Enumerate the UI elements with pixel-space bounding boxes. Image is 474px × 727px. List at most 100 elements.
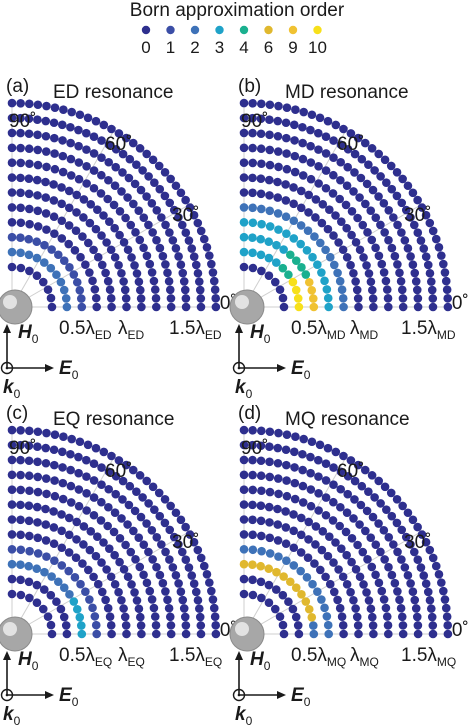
data-point [278,620,288,630]
data-point [107,124,116,134]
data-point [308,621,318,630]
data-point [179,277,189,286]
data-point [239,545,249,554]
data-point [181,555,191,565]
data-point [368,621,378,630]
data-point [7,143,17,153]
data-point [356,173,366,183]
data-point [338,294,348,303]
data-point [102,238,111,247]
radial-label: 0.5λMD [291,318,346,342]
data-point [93,579,103,589]
data-point [360,138,370,148]
data-point [97,497,106,507]
data-point [114,456,124,465]
data-point [338,621,348,630]
data-point [281,445,291,455]
data-point [362,506,372,516]
data-point [239,113,249,123]
data-point [82,145,91,154]
data-point [264,253,274,263]
data-point [306,158,316,167]
data-point [256,501,266,511]
data-point [131,555,140,564]
data-point [168,563,178,572]
data-point [343,471,353,481]
data-point [96,189,106,198]
data-point [355,245,365,255]
data-point [105,612,115,622]
data-point [132,487,141,496]
data-point [196,621,206,630]
data-point [298,171,308,180]
data-point [439,259,448,269]
data-point [342,508,352,517]
data-point [7,574,17,584]
scatterer-sphere [0,616,33,652]
data-point [371,243,380,253]
data-point [413,555,423,565]
data-point [16,188,25,198]
data-point [381,603,391,613]
data-point [210,612,220,622]
data-point [281,118,291,128]
data-point [423,587,433,597]
data-point [313,455,323,465]
data-point [106,621,116,630]
data-point [50,460,59,470]
data-point [297,263,306,272]
legend-label-4: 4 [239,38,248,57]
data-point [145,259,155,269]
h-axis-arrow [3,651,11,660]
data-point [152,302,161,312]
data-point [256,441,266,451]
data-point [265,518,274,527]
data-point [205,251,214,260]
data-point [189,210,199,220]
data-point [115,207,125,216]
data-point [86,200,96,209]
data-point [82,489,91,498]
data-point [50,430,60,439]
data-point [25,159,34,169]
data-point [304,517,314,527]
data-point [49,118,59,128]
data-point [16,218,26,228]
data-point [371,570,380,580]
data-point [193,595,203,605]
data-point [64,239,73,249]
data-point [239,188,249,197]
data-point [124,173,134,183]
data-point [289,447,299,457]
data-point [59,105,68,114]
legend-marker-4 [239,25,249,35]
data-point [324,302,334,312]
data-point [400,563,410,572]
data-point [329,170,338,180]
data-point [256,189,266,199]
data-point [398,629,408,639]
panel-b: (b) MD resonance 90˚ 60˚ 30˚ 0˚ 0.5λMD λMD 1.5λM… [229,76,469,401]
data-point [427,285,437,295]
data-point [46,590,56,600]
data-point [321,459,331,469]
data-point [66,171,76,180]
data-point [81,455,91,465]
data-point [97,170,106,180]
data-point [56,277,66,287]
data-point [123,245,133,255]
data-point [196,302,206,312]
data-point [67,107,77,117]
data-point [248,113,257,123]
angle-label-60: 60˚ [337,461,364,482]
data-point [148,482,158,492]
data-point [257,486,266,496]
data-point [33,130,42,140]
data-point [302,573,312,582]
data-point [273,443,283,453]
h-field-label: H0 [250,322,271,346]
data-point [104,544,114,553]
data-point [174,252,183,261]
data-point [64,566,73,576]
data-point [160,494,170,504]
